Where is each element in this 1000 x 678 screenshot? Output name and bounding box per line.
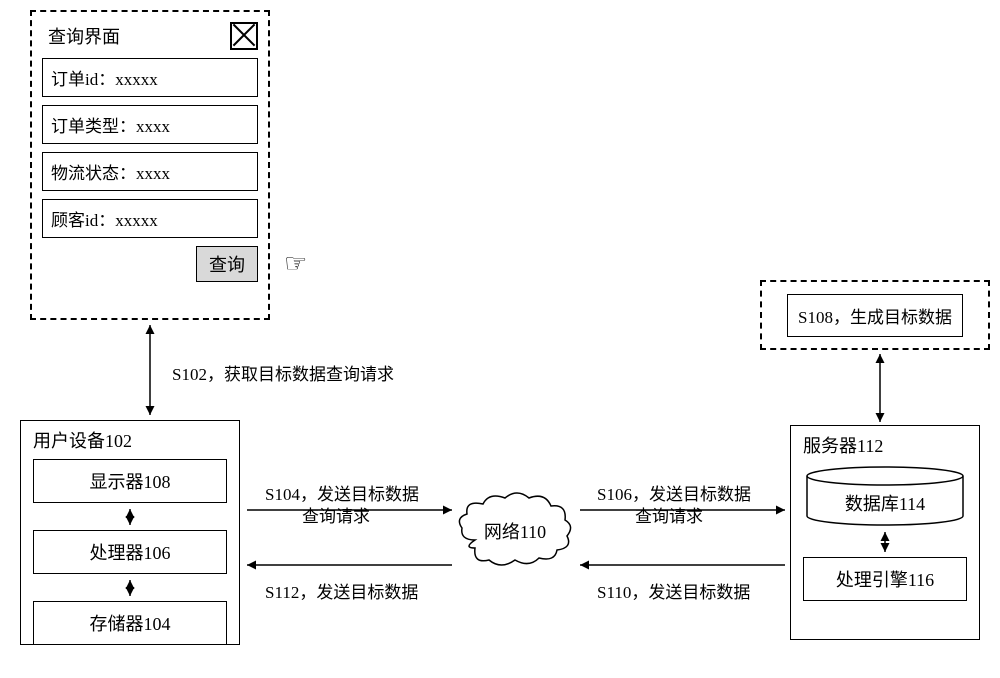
arrow-panel-device bbox=[140, 320, 160, 420]
network-cloud: 网络110 bbox=[455, 490, 575, 570]
user-device-title: 用户设备102 bbox=[33, 427, 227, 453]
label-s106-line2: 查询请求 bbox=[635, 502, 703, 527]
field-order-id[interactable]: 订单id：xxxxx bbox=[42, 58, 258, 97]
component-processor: 处理器106 bbox=[33, 530, 227, 574]
arrow-cloud-to-device bbox=[242, 555, 457, 575]
label-s102: S102，获取目标数据查询请求 bbox=[172, 360, 394, 385]
label-s110: S110，发送目标数据 bbox=[597, 578, 750, 603]
arrow-server-to-cloud bbox=[575, 555, 790, 575]
database-cylinder: 数据库114 bbox=[805, 466, 965, 526]
arrow-gen-server bbox=[870, 350, 890, 426]
query-button-label: 查询 bbox=[209, 255, 245, 275]
pointer-hand-icon: ☜ bbox=[284, 249, 307, 279]
label-s112: S112，发送目标数据 bbox=[265, 578, 418, 603]
server-box: 服务器112 数据库114 处理引擎116 bbox=[790, 425, 980, 640]
label-s104-line2: 查询请求 bbox=[302, 502, 370, 527]
server-title: 服务器112 bbox=[803, 432, 967, 458]
field-logistics-status[interactable]: 物流状态：xxxx bbox=[42, 152, 258, 191]
query-panel: 查询界面 订单id：xxxxx 订单类型：xxxx 物流状态：xxxx 顾客id… bbox=[30, 10, 270, 320]
generate-data-text: S108，生成目标数据 bbox=[787, 294, 963, 337]
query-panel-title: 查询界面 bbox=[42, 23, 120, 49]
component-engine: 处理引擎116 bbox=[803, 557, 967, 601]
field-customer-id[interactable]: 顾客id：xxxxx bbox=[42, 199, 258, 238]
arrow-db-engine bbox=[803, 530, 967, 555]
arrow-display-processor bbox=[33, 507, 227, 528]
component-memory: 存储器104 bbox=[33, 601, 227, 645]
database-label: 数据库114 bbox=[805, 490, 965, 516]
component-display: 显示器108 bbox=[33, 459, 227, 503]
arrow-processor-memory bbox=[33, 578, 227, 599]
user-device-box: 用户设备102 显示器108 处理器106 存储器104 bbox=[20, 420, 240, 645]
query-button[interactable]: 查询 ☜ bbox=[196, 246, 258, 282]
field-order-type[interactable]: 订单类型：xxxx bbox=[42, 105, 258, 144]
close-icon[interactable] bbox=[230, 22, 258, 50]
generate-data-box: S108，生成目标数据 bbox=[760, 280, 990, 350]
network-label: 网络110 bbox=[455, 518, 575, 544]
